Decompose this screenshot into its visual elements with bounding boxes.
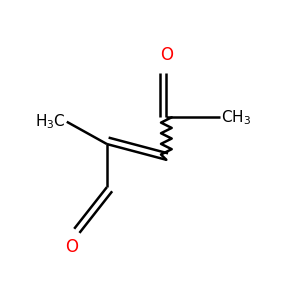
Text: CH$_3$: CH$_3$: [221, 108, 251, 127]
Text: O: O: [65, 238, 78, 256]
Text: O: O: [160, 46, 173, 64]
Text: H$_3$C: H$_3$C: [34, 112, 65, 131]
